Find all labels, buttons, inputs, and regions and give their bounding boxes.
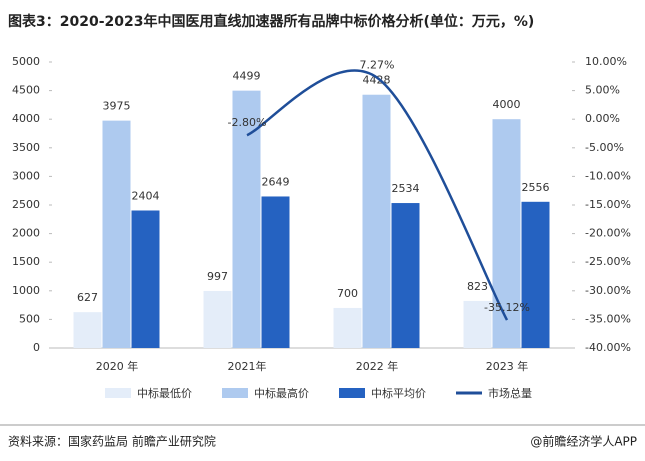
value-label: 3975	[103, 100, 131, 113]
y2-tick-label: -30.00%	[585, 284, 631, 297]
bar	[232, 90, 261, 349]
chart-title: 图表3：2020-2023年中国医用直线加速器所有品牌中标价格分析(单位：万元，…	[8, 13, 534, 30]
y2-tick-label: 5.00%	[585, 84, 620, 97]
line-value-label: -35.12%	[484, 301, 530, 314]
y-tick-label: 0	[33, 341, 40, 354]
x-tick-label: 2020 年	[96, 359, 139, 373]
y2-tick-label: -20.00%	[585, 227, 631, 240]
bar	[102, 120, 131, 348]
y2-tick-label: -10.00%	[585, 169, 631, 182]
bar	[521, 201, 550, 348]
source: 资料来源：国家药监局 前瞻产业研究院	[8, 434, 216, 449]
line-value-label: -2.80%	[228, 116, 267, 129]
y-tick-label: 3500	[12, 141, 40, 154]
bar	[73, 312, 102, 348]
x-tick-label: 2021年	[228, 359, 267, 373]
credit: @前瞻经济学人APP	[530, 434, 637, 449]
legend-swatch	[105, 388, 131, 398]
value-label: 2556	[522, 181, 550, 194]
y-tick-label: 5000	[12, 55, 40, 68]
legend-label: 市场总量	[488, 386, 532, 400]
y2-tick-label: 0.00%	[585, 112, 620, 125]
y-tick-label: 4500	[12, 84, 40, 97]
legend-label: 中标平均价	[371, 386, 426, 400]
value-label: 627	[77, 291, 98, 304]
bar	[463, 300, 492, 348]
y2-tick-label: 10.00%	[585, 55, 627, 68]
y-tick-label: 500	[19, 312, 40, 325]
legend-label: 中标最高价	[254, 386, 309, 400]
bar	[261, 196, 290, 348]
y2-tick-label: -25.00%	[585, 255, 631, 268]
value-label: 2649	[262, 175, 290, 188]
value-label: 2404	[132, 189, 160, 202]
value-label: 997	[207, 270, 228, 283]
y2-tick-label: -40.00%	[585, 341, 631, 354]
x-tick-label: 2023 年	[486, 359, 529, 373]
legend-label: 中标最低价	[137, 386, 192, 400]
line-value-label: 7.27%	[360, 59, 395, 72]
legend-swatch	[222, 388, 248, 398]
y-tick-label: 2500	[12, 198, 40, 211]
bar	[492, 119, 521, 348]
y-tick-label: 4000	[12, 112, 40, 125]
bar	[131, 210, 160, 348]
y-tick-label: 1500	[12, 255, 40, 268]
legend-swatch	[339, 388, 365, 398]
value-label: 2534	[392, 182, 420, 195]
value-label: 4499	[233, 70, 261, 83]
y-tick-label: 3000	[12, 169, 40, 182]
y2-tick-label: -15.00%	[585, 198, 631, 211]
y-tick-label: 1000	[12, 284, 40, 297]
y2-tick-label: -35.00%	[585, 312, 631, 325]
value-label: 4000	[493, 98, 521, 111]
y2-tick-label: -5.00%	[585, 141, 624, 154]
x-tick-label: 2022 年	[356, 359, 399, 373]
bar	[203, 290, 232, 348]
y-tick-label: 2000	[12, 227, 40, 240]
value-label: 700	[337, 287, 358, 300]
line	[246, 69, 509, 321]
bar	[333, 307, 362, 348]
bar	[362, 94, 391, 348]
bar	[391, 203, 420, 348]
value-label: 823	[467, 280, 488, 293]
